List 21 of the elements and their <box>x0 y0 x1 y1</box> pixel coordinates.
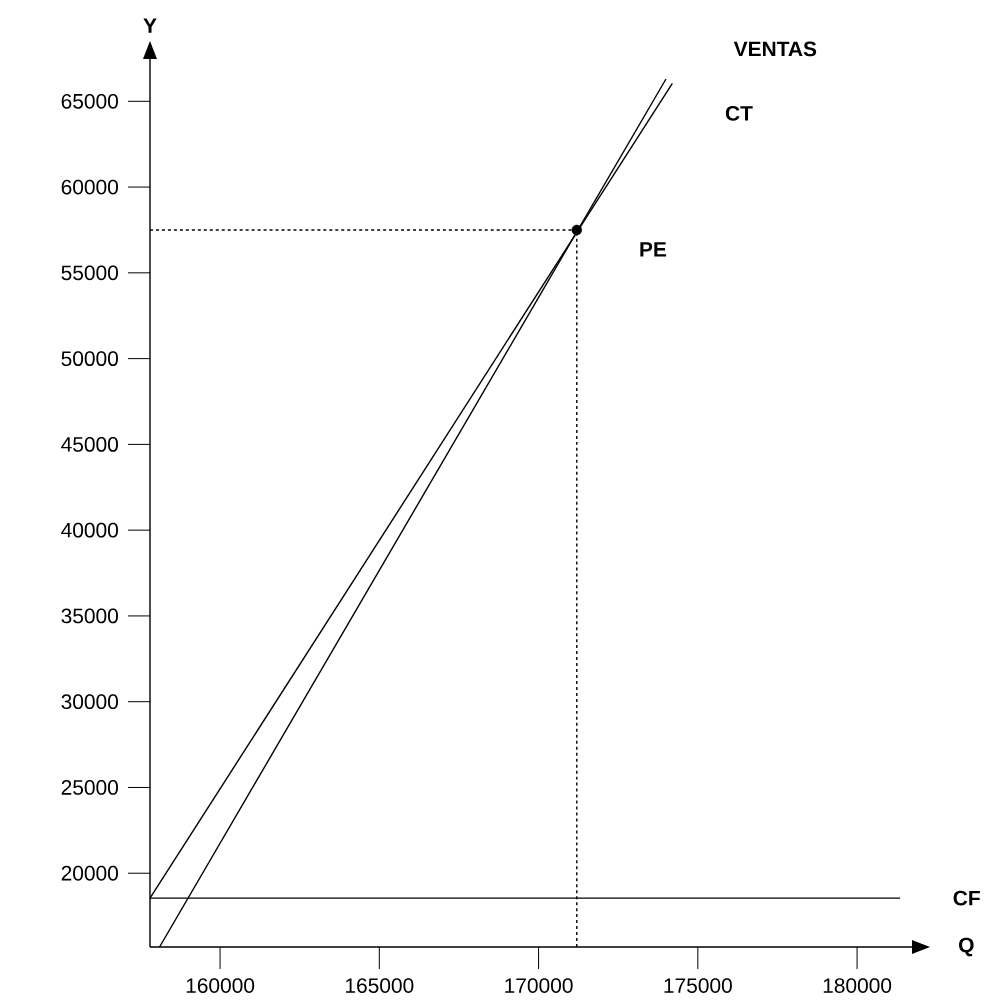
text: VENTAS <box>733 41 817 57</box>
x-tick-label: 160000 <box>186 978 255 993</box>
y-tick-label: 55000 <box>61 265 119 281</box>
y-tick-label: 25000 <box>61 780 119 795</box>
y-tick-label: 35000 <box>61 608 119 624</box>
x-axis-title: Q <box>959 937 974 957</box>
y-tick-label: 20000 <box>61 865 119 881</box>
text: PE <box>640 242 667 257</box>
x-tick-label: 170000 <box>505 978 573 993</box>
y-tick-label: 45000 <box>61 436 119 452</box>
y-tick-label: 30000 <box>61 694 119 710</box>
y-axis-title: Y <box>143 18 157 33</box>
x-tick-label: 180000 <box>823 978 892 993</box>
y-tick-label: 40000 <box>61 522 119 538</box>
y-tick-label: 50000 <box>61 351 119 367</box>
y-tick-label: 60000 <box>61 179 119 195</box>
y-tick-label: 65000 <box>61 93 119 109</box>
text: CT <box>726 105 753 121</box>
x-tick-label: 175000 <box>664 978 733 993</box>
text: CF <box>953 890 981 906</box>
x-tick-label: 165000 <box>346 978 414 993</box>
